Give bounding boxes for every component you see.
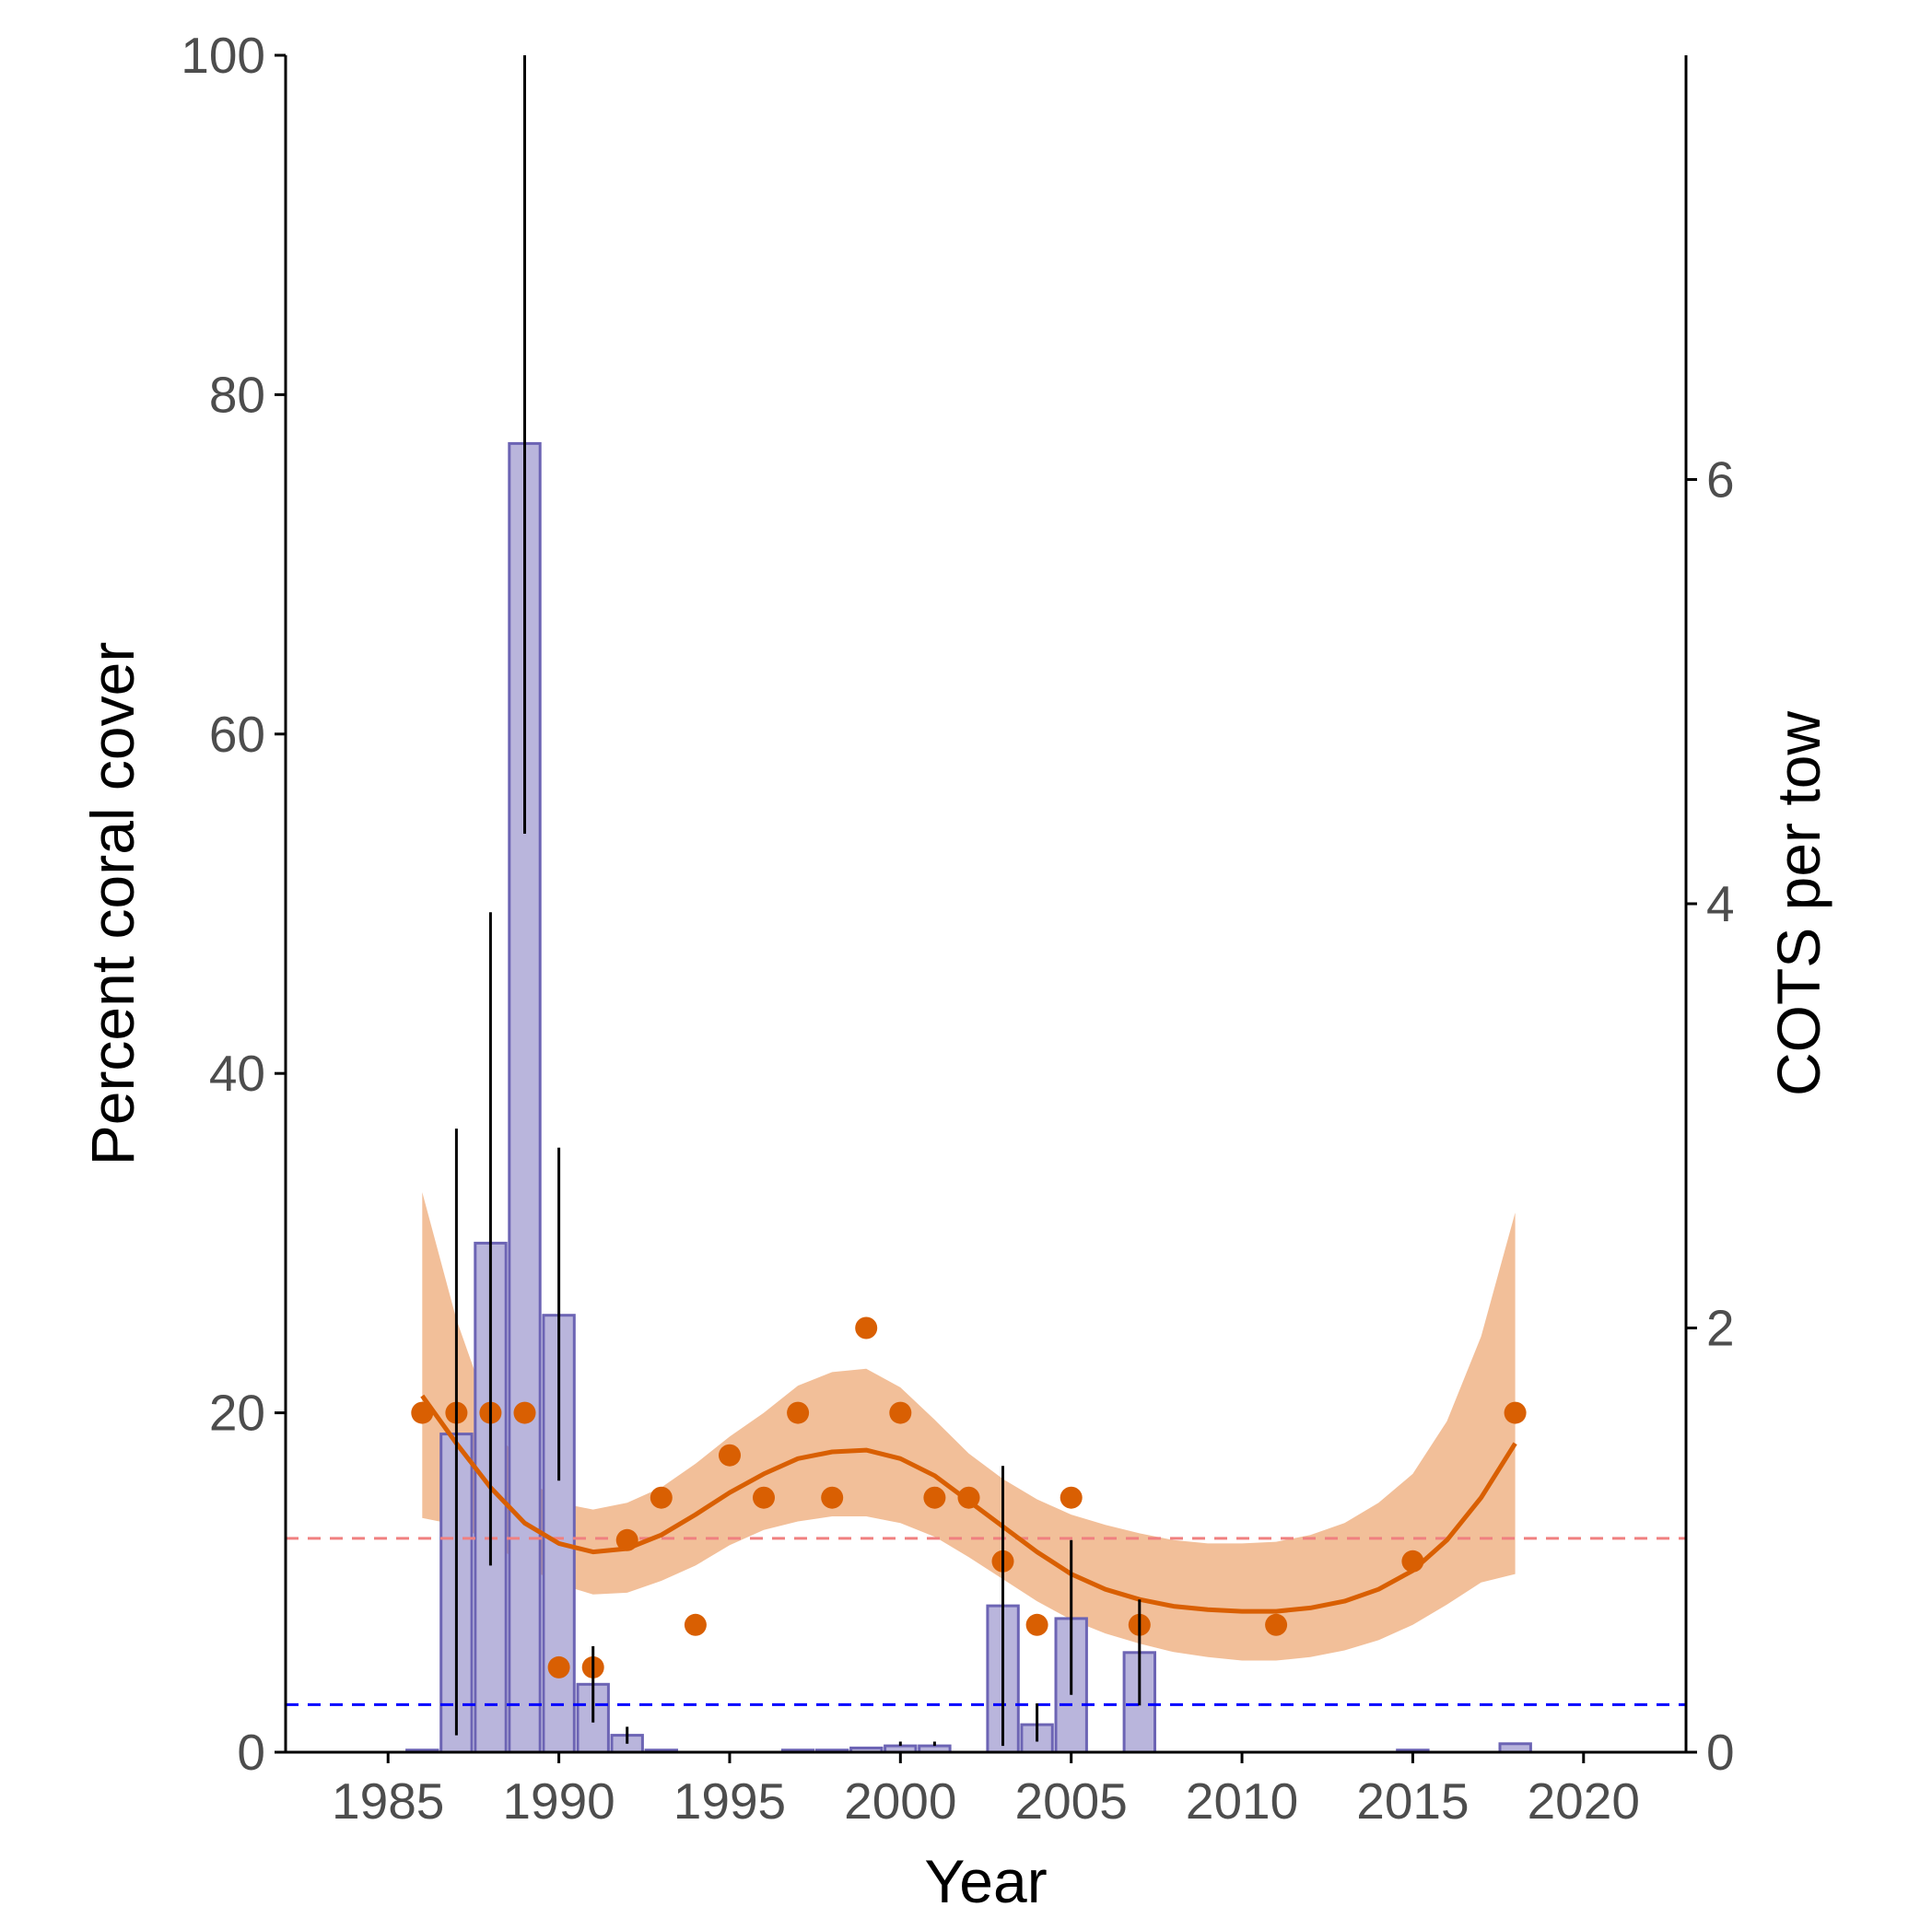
- x-tick-label: 1985: [332, 1772, 444, 1830]
- x-axis-title: Year: [924, 1847, 1047, 1915]
- coral-points-layer: [411, 1316, 1527, 1679]
- y2-tick-label: 2: [1706, 1300, 1735, 1357]
- coral-point-2002: [957, 1486, 980, 1509]
- y-tick-label: 60: [209, 706, 265, 763]
- coral-point-2011: [1265, 1613, 1288, 1636]
- y-tick-label: 80: [209, 366, 265, 423]
- coral-point-2005: [1060, 1486, 1083, 1509]
- y2-tick-label: 0: [1706, 1724, 1735, 1781]
- right-y-ticks: 0 2 4 6: [1686, 451, 1735, 1781]
- right-y-axis-title: COTS per tow: [1764, 711, 1832, 1096]
- coral-point-1992: [615, 1528, 638, 1551]
- y-tick-label: 100: [181, 27, 265, 84]
- coral-point-1986: [411, 1401, 434, 1424]
- coral-point-2004: [1025, 1613, 1048, 1636]
- x-tick-label: 2015: [1356, 1772, 1469, 1830]
- coral-point-1995: [719, 1444, 741, 1467]
- coral-point-2001: [923, 1486, 946, 1509]
- coral-point-1993: [650, 1486, 673, 1509]
- coral-point-2018: [1504, 1401, 1527, 1424]
- x-tick-label: 2010: [1186, 1772, 1298, 1830]
- x-ticks: 1985 1990 1995 2000 2005 2010 2015 2020: [332, 1752, 1640, 1830]
- x-tick-label: 1990: [502, 1772, 615, 1830]
- x-tick-label: 2000: [844, 1772, 956, 1830]
- left-y-axis-title: Percent coral cover: [78, 642, 146, 1166]
- y-tick-label: 0: [237, 1724, 265, 1781]
- x-tick-label: 2020: [1528, 1772, 1640, 1830]
- coral-point-1998: [821, 1486, 844, 1509]
- coral-point-2000: [889, 1401, 912, 1424]
- coral-point-1997: [787, 1401, 810, 1424]
- confidence-ribbon-layer: [422, 1192, 1516, 1661]
- coral-point-1996: [753, 1486, 775, 1509]
- y-tick-label: 40: [209, 1045, 265, 1102]
- coral-point-1990: [547, 1655, 570, 1679]
- reference-lines-layer: [286, 1537, 1686, 1706]
- x-tick-label: 2005: [1015, 1772, 1128, 1830]
- left-y-ticks: 0 20 40 60 80 100: [181, 27, 286, 1781]
- error-bars-layer: [454, 55, 1142, 1747]
- coral-point-2015: [1401, 1550, 1424, 1573]
- y2-tick-label: 4: [1706, 875, 1735, 932]
- y2-tick-label: 6: [1706, 451, 1735, 509]
- coral-point-1999: [855, 1316, 878, 1339]
- confidence-ribbon: [422, 1192, 1516, 1661]
- y-tick-label: 20: [209, 1385, 265, 1442]
- coral-point-1989: [513, 1401, 536, 1424]
- coral-point-1994: [684, 1613, 707, 1636]
- x-tick-label: 1995: [673, 1772, 786, 1830]
